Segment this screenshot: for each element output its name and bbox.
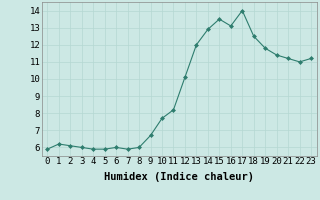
- X-axis label: Humidex (Indice chaleur): Humidex (Indice chaleur): [104, 172, 254, 182]
